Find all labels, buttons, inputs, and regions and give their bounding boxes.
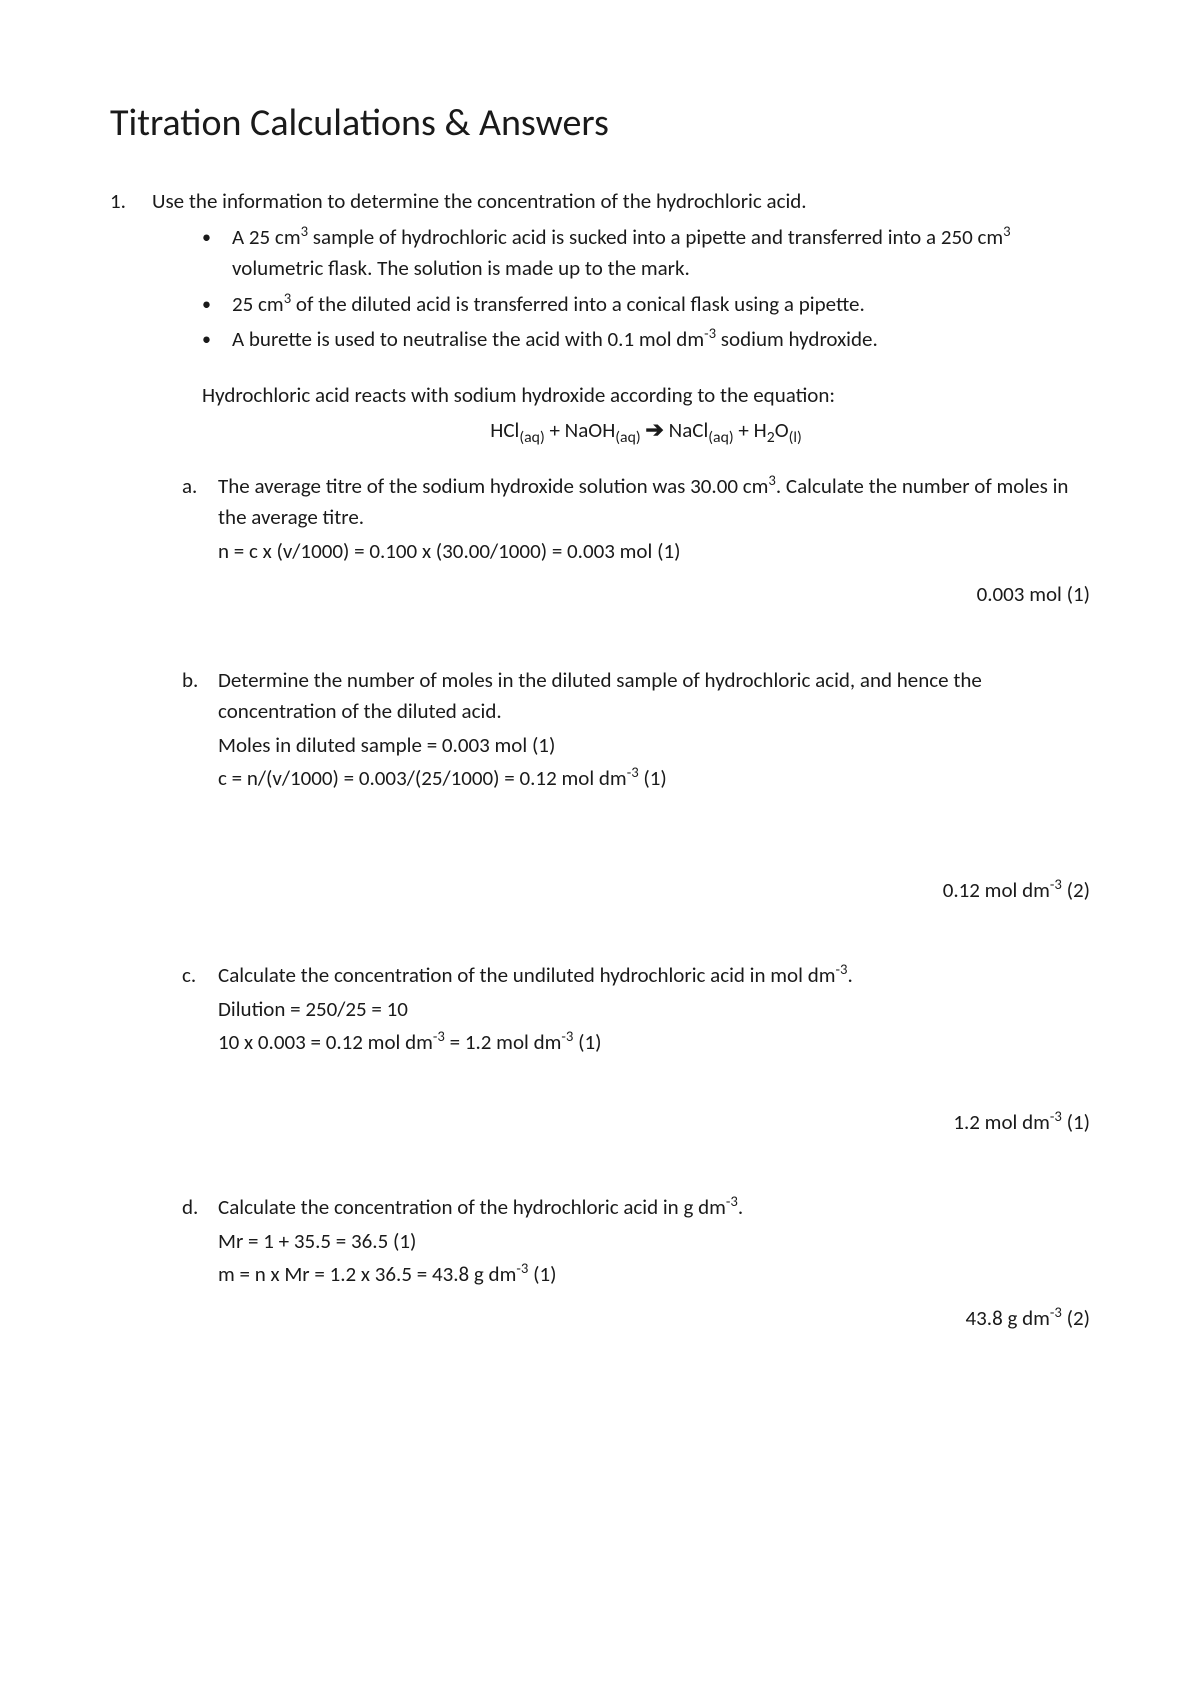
bullet-icon: • bbox=[202, 324, 232, 356]
sub-body: Calculate the concentration of the undil… bbox=[218, 960, 1090, 1180]
answer-line: 0.12 mol dm-3 (2) bbox=[218, 875, 1090, 907]
bullet-text: 25 cm3 of the diluted acid is transferre… bbox=[232, 289, 1090, 321]
sub-body: Determine the number of moles in the dil… bbox=[218, 665, 1090, 949]
sub-prompt: Calculate the concentration of the undil… bbox=[218, 960, 1090, 992]
sub-part: c. Calculate the concentration of the un… bbox=[182, 960, 1090, 1180]
sub-letter: b. bbox=[182, 665, 218, 949]
sub-letter: c. bbox=[182, 960, 218, 1180]
chemical-equation: HCl(aq) + NaOH(aq) ➔ NaCl(aq) + H2O(l) bbox=[202, 413, 1090, 447]
arrow-icon: ➔ bbox=[645, 416, 663, 443]
working-line: 10 x 0.003 = 0.12 mol dm-3 = 1.2 mol dm-… bbox=[218, 1027, 1090, 1059]
bullet-item: • A 25 cm3 sample of hydrochloric acid i… bbox=[202, 222, 1090, 285]
sub-prompt: The average titre of the sodium hydroxid… bbox=[218, 471, 1090, 534]
working-line: Mr = 1 + 35.5 = 36.5 (1) bbox=[218, 1226, 1090, 1258]
question-number: 1. bbox=[110, 186, 152, 1388]
answer-line: 43.8 g dm-3 (2) bbox=[218, 1303, 1090, 1335]
answer-line: 1.2 mol dm-3 (1) bbox=[218, 1107, 1090, 1139]
sub-letter: a. bbox=[182, 471, 218, 653]
sub-part-list: a. The average titre of the sodium hydro… bbox=[152, 471, 1090, 1377]
working-line: Dilution = 250/25 = 10 bbox=[218, 994, 1090, 1026]
bullet-item: • A burette is used to neutralise the ac… bbox=[202, 324, 1090, 356]
page-title: Titration Calculations & Answers bbox=[110, 100, 1090, 146]
question-body: Use the information to determine the con… bbox=[152, 186, 1090, 1388]
working-line: c = n/(v/1000) = 0.003/(25/1000) = 0.12 … bbox=[218, 763, 1090, 795]
bullet-text: A 25 cm3 sample of hydrochloric acid is … bbox=[232, 222, 1090, 285]
sub-body: Calculate the concentration of the hydro… bbox=[218, 1192, 1090, 1376]
sub-body: The average titre of the sodium hydroxid… bbox=[218, 471, 1090, 653]
working-line: Moles in diluted sample = 0.003 mol (1) bbox=[218, 730, 1090, 762]
sub-prompt: Determine the number of moles in the dil… bbox=[218, 665, 1090, 728]
question-item: 1. Use the information to determine the … bbox=[110, 186, 1090, 1388]
equation-intro: Hydrochloric acid reacts with sodium hyd… bbox=[202, 380, 1090, 412]
equation-block: Hydrochloric acid reacts with sodium hyd… bbox=[152, 380, 1090, 447]
sub-letter: d. bbox=[182, 1192, 218, 1376]
working-line: m = n x Mr = 1.2 x 36.5 = 43.8 g dm-3 (1… bbox=[218, 1259, 1090, 1291]
sub-part: b. Determine the number of moles in the … bbox=[182, 665, 1090, 949]
working-line: n = c x (v/1000) = 0.100 x (30.00/1000) … bbox=[218, 536, 1090, 568]
answer-line: 0.003 mol (1) bbox=[218, 579, 1090, 611]
bullet-icon: • bbox=[202, 222, 232, 285]
bullet-icon: • bbox=[202, 289, 232, 321]
bullet-list: • A 25 cm3 sample of hydrochloric acid i… bbox=[152, 222, 1090, 356]
sub-part: d. Calculate the concentration of the hy… bbox=[182, 1192, 1090, 1376]
question-stem: Use the information to determine the con… bbox=[152, 186, 1090, 218]
sub-part: a. The average titre of the sodium hydro… bbox=[182, 471, 1090, 653]
sub-prompt: Calculate the concentration of the hydro… bbox=[218, 1192, 1090, 1224]
question-list: 1. Use the information to determine the … bbox=[110, 186, 1090, 1388]
bullet-text: A burette is used to neutralise the acid… bbox=[232, 324, 1090, 356]
bullet-item: • 25 cm3 of the diluted acid is transfer… bbox=[202, 289, 1090, 321]
document-page: Titration Calculations & Answers 1. Use … bbox=[0, 0, 1200, 1496]
